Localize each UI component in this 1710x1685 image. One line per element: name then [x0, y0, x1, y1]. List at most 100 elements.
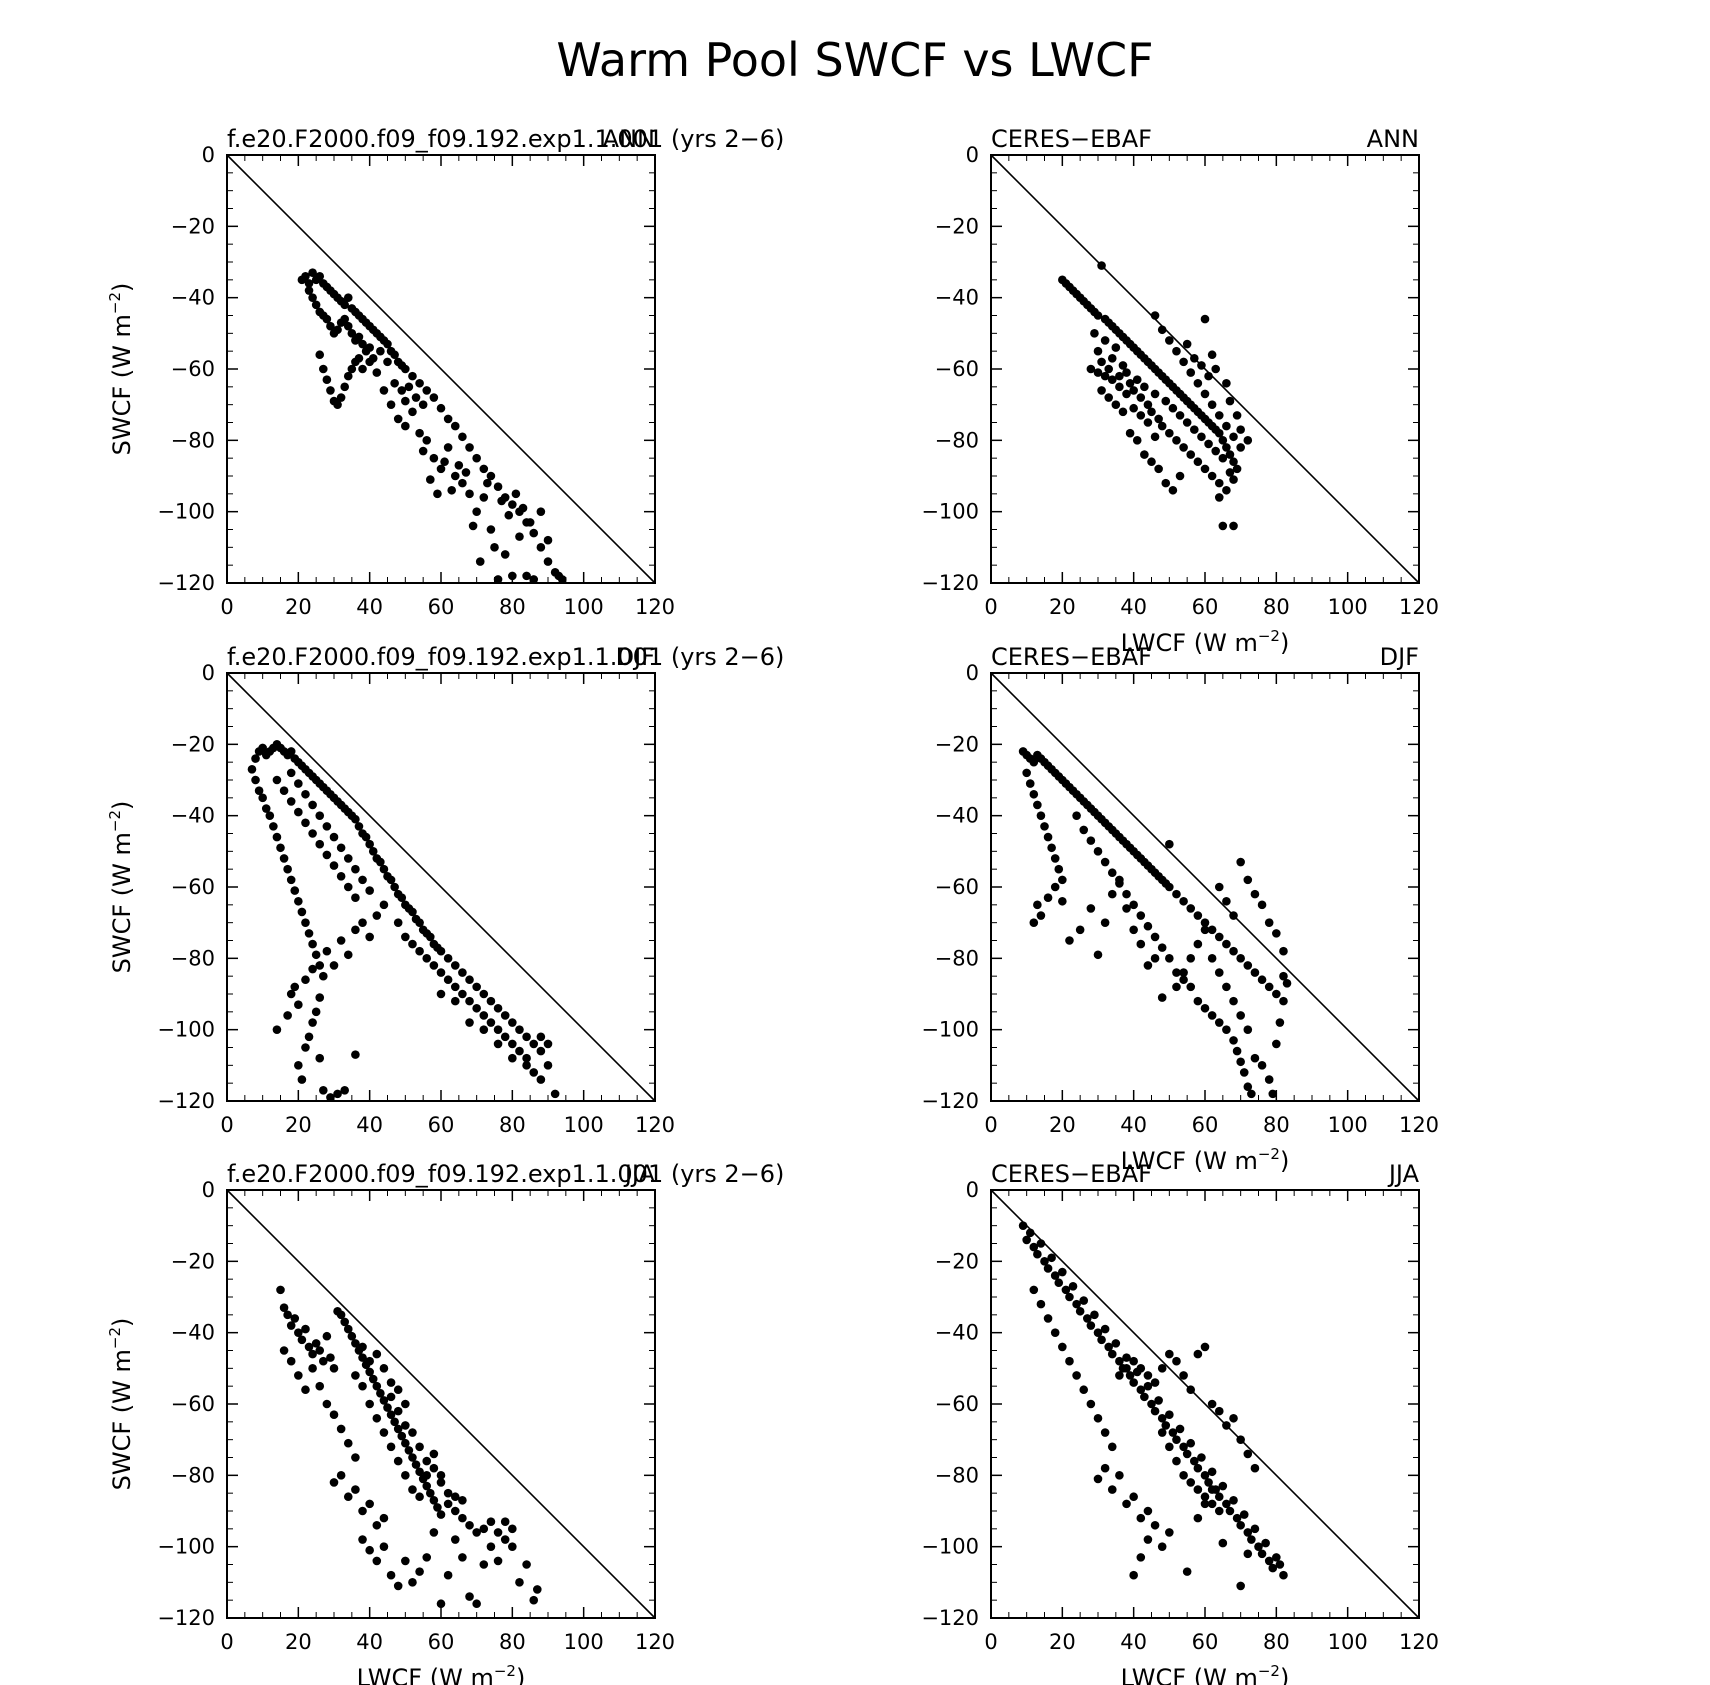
data-point	[1268, 1563, 1278, 1573]
data-point	[1050, 882, 1060, 892]
data-point	[436, 968, 446, 977]
data-point	[465, 996, 474, 1006]
data-point	[1058, 1267, 1067, 1277]
data-point	[294, 779, 303, 788]
data-point	[276, 1285, 285, 1295]
panel-right-title: JJA	[1387, 1160, 1420, 1188]
data-point	[340, 300, 350, 310]
data-point	[1243, 875, 1253, 885]
scatter-panel-4: 0 0 20 −20 40 −40 60 −60 80 −80 100 −100 120 −120 f.e2…	[106, 1160, 784, 1685]
y-tick-label: −60	[171, 357, 215, 381]
data-point	[1022, 1235, 1031, 1245]
data-point	[1225, 450, 1235, 459]
data-point	[258, 793, 267, 803]
data-point	[390, 378, 399, 388]
data-point	[472, 1599, 481, 1609]
x-tick-label: 40	[1120, 595, 1147, 619]
data-point	[376, 346, 385, 356]
data-point	[500, 1517, 510, 1526]
data-point	[508, 1018, 517, 1027]
data-point	[1193, 939, 1203, 949]
data-point	[1229, 996, 1238, 1006]
data-point	[1058, 896, 1067, 906]
y-tick-label: −60	[935, 357, 979, 381]
data-point	[450, 1506, 460, 1516]
data-point	[1222, 1499, 1231, 1509]
data-point	[1232, 1513, 1242, 1523]
data-point	[436, 1478, 446, 1487]
data-point	[290, 886, 300, 895]
data-point	[522, 1560, 531, 1569]
data-point	[1261, 1538, 1270, 1548]
data-point	[336, 936, 346, 945]
x-tick-label: 120	[1399, 1113, 1439, 1137]
data-point	[458, 1496, 467, 1505]
data-point	[329, 861, 339, 870]
data-point	[397, 1431, 407, 1441]
panel-left-title: CERES−EBAF	[991, 1160, 1152, 1188]
data-point	[343, 882, 353, 892]
data-point	[1190, 1456, 1199, 1466]
data-point	[1097, 261, 1106, 270]
data-point	[379, 386, 389, 395]
data-point	[294, 1371, 303, 1380]
data-point	[1179, 443, 1188, 452]
data-point	[1222, 421, 1231, 431]
data-point	[319, 1356, 328, 1366]
data-point	[340, 1317, 350, 1327]
data-point	[393, 918, 403, 927]
data-point	[1179, 968, 1188, 977]
data-point	[500, 550, 510, 559]
data-point	[401, 1421, 410, 1430]
data-point	[279, 1346, 289, 1355]
data-point	[1079, 825, 1089, 835]
data-point	[522, 571, 531, 581]
x-tick-label: 80	[1263, 1113, 1290, 1137]
data-point	[1165, 882, 1174, 892]
x-tick-label: 0	[220, 1113, 233, 1137]
data-point	[1072, 811, 1081, 820]
x-tick-label: 80	[499, 1113, 526, 1137]
data-point	[493, 482, 503, 492]
data-point	[1075, 925, 1085, 935]
data-point	[365, 1545, 374, 1555]
data-point	[1272, 929, 1281, 938]
data-point	[508, 1542, 517, 1551]
data-point	[368, 847, 378, 856]
data-point	[336, 843, 346, 853]
data-point	[1236, 857, 1245, 867]
x-tick-label: 100	[564, 1113, 604, 1137]
data-point	[408, 907, 417, 917]
panel-right-title: ANN	[603, 125, 655, 153]
data-point	[1072, 1371, 1081, 1380]
data-point	[269, 822, 278, 831]
reference-line	[226, 672, 656, 1102]
data-point	[1218, 521, 1228, 531]
data-point	[372, 911, 382, 920]
data-point	[1161, 478, 1171, 488]
data-point	[1093, 346, 1103, 356]
panel-right-title: JJA	[623, 1160, 656, 1188]
data-point	[379, 1542, 389, 1551]
data-point	[265, 811, 275, 820]
data-point	[1086, 364, 1096, 374]
data-point	[386, 875, 396, 885]
data-point	[1172, 346, 1181, 356]
data-point	[354, 354, 364, 363]
data-point	[343, 1492, 353, 1502]
data-point	[515, 1578, 524, 1587]
data-point	[1054, 864, 1064, 874]
data-point	[422, 954, 432, 963]
data-point	[536, 543, 546, 552]
y-tick-label: 0	[202, 661, 215, 685]
data-point	[1107, 889, 1117, 899]
data-point	[554, 571, 563, 581]
data-point	[522, 1053, 531, 1063]
data-point	[294, 896, 303, 906]
data-point	[1236, 1011, 1245, 1020]
data-point	[493, 1003, 503, 1013]
data-point	[254, 786, 264, 795]
data-point	[422, 386, 432, 395]
data-point	[1218, 1481, 1228, 1491]
data-point	[1125, 428, 1135, 438]
